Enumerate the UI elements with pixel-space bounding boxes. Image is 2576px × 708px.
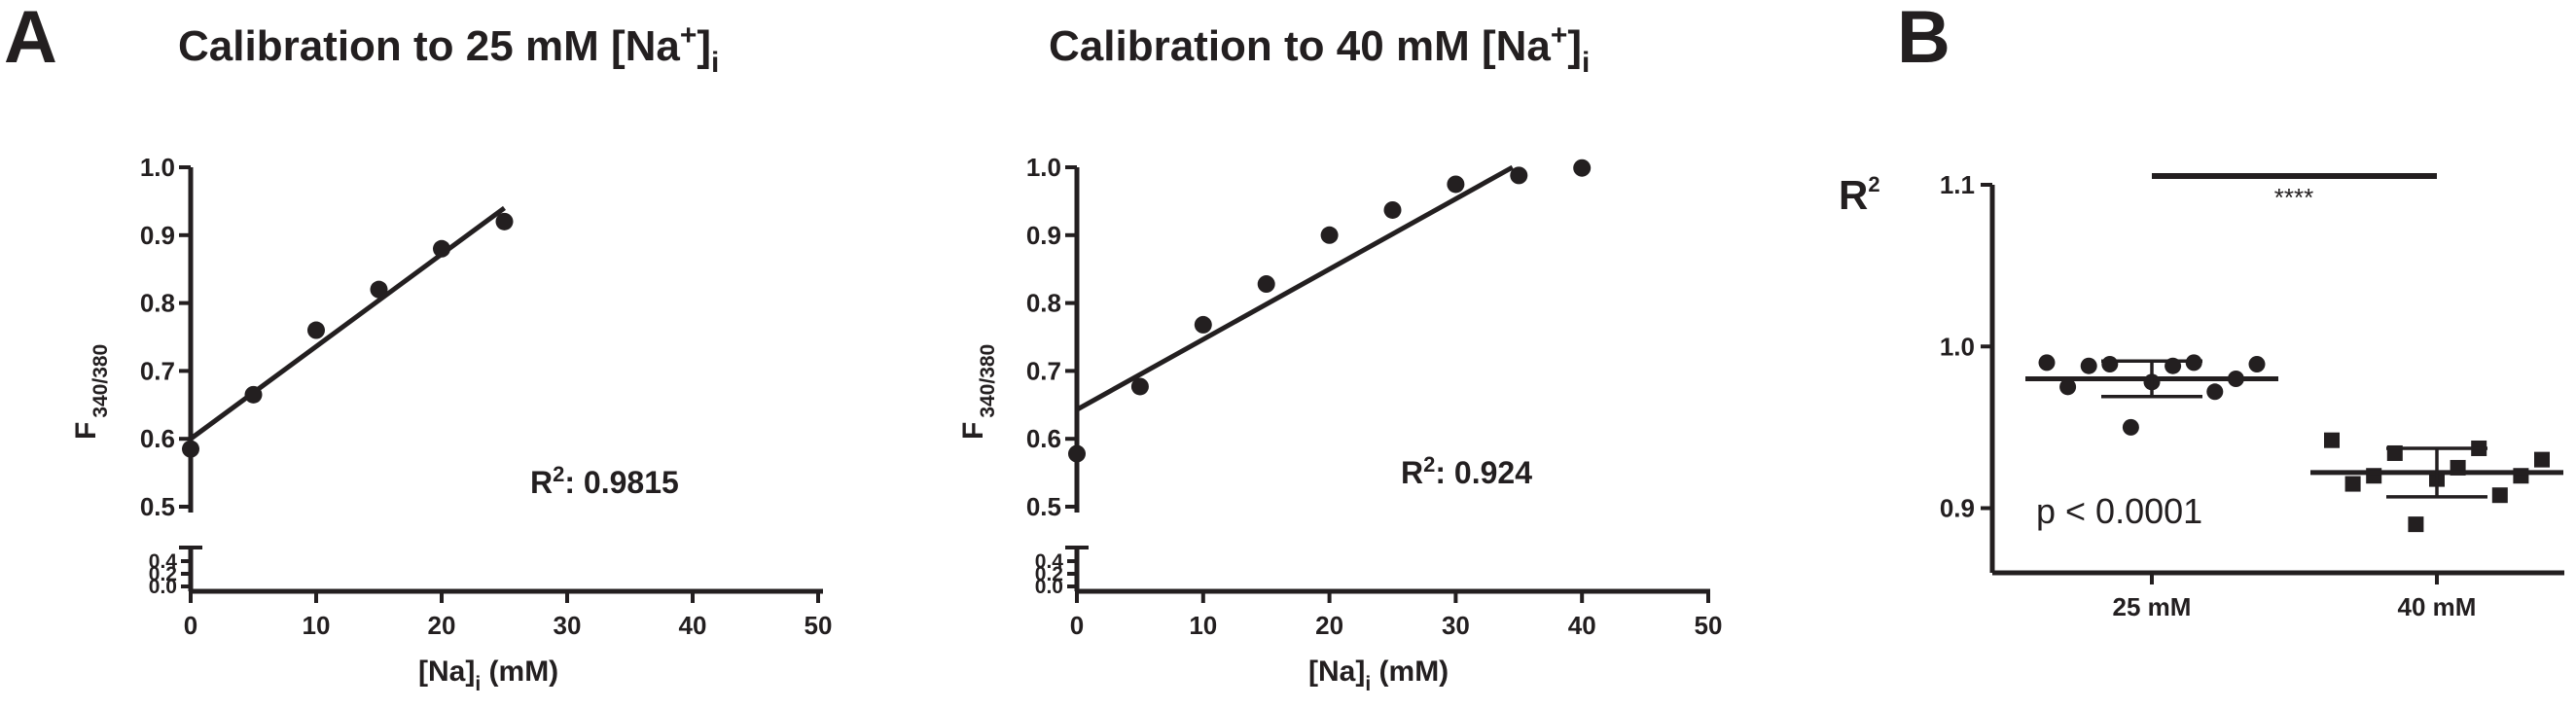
- chart3-series: [2025, 354, 2563, 533]
- data-point: [1130, 377, 1149, 396]
- chart3-x-ticks: 25 mM 40 mM: [2113, 573, 2477, 621]
- y-lower-tick-label: 0.4: [1035, 550, 1064, 573]
- data-point: [2101, 356, 2119, 373]
- data-point: [2038, 354, 2056, 372]
- chart-calibration-25mm: Calibration to 25 mM [Na+]i F340/380 [Na…: [70, 19, 832, 695]
- data-point: [433, 239, 450, 258]
- data-point: [2491, 487, 2508, 504]
- chart1-r2-annotation: R2: 0.9815: [530, 462, 679, 500]
- data-point: [370, 280, 388, 299]
- y-lower-tick-label: 0.0: [149, 576, 177, 598]
- chart1-y-ticks: 0.5 0.6 0.7 0.8 0.9 1.0: [140, 153, 191, 521]
- data-point: [1320, 226, 1339, 244]
- x-tick-label: 10: [1189, 611, 1217, 640]
- y-tick-label: 1.0: [140, 153, 175, 182]
- data-point: [307, 321, 325, 339]
- data-point: [244, 385, 263, 404]
- data-point: [1068, 444, 1086, 463]
- chart1-xlabel: [Na]i (mM): [418, 655, 558, 695]
- data-point: [1573, 159, 1592, 177]
- y-tick-label: 0.9: [1940, 494, 1975, 523]
- data-point: [2206, 383, 2224, 401]
- x-tick-label: 40: [1568, 611, 1596, 640]
- x-tick-label: 40 mM: [2398, 592, 2477, 621]
- chart2-ylabel: F340/380: [957, 344, 999, 440]
- data-point: [2080, 357, 2097, 374]
- chart2-y-lower-ticks: 0.00.20.4: [1035, 550, 1077, 598]
- y-tick-label: 0.5: [140, 492, 175, 521]
- y-tick-label: 1.0: [1940, 332, 1975, 361]
- chart2-y-ticks: 0.5 0.6 0.7 0.8 0.9 1.0: [1026, 153, 1077, 521]
- y-lower-tick-label: 0.2: [1035, 563, 1063, 585]
- series-40-mm: [2310, 432, 2563, 533]
- data-point: [2122, 418, 2139, 436]
- data-point: [2324, 432, 2340, 448]
- x-tick-label: 50: [805, 611, 833, 640]
- y-tick-label: 0.8: [1026, 289, 1061, 318]
- data-point: [2408, 516, 2424, 533]
- x-tick-label: 20: [428, 611, 456, 640]
- y-tick-label: 0.6: [1026, 424, 1061, 453]
- y-tick-label: 0.5: [1026, 492, 1061, 521]
- series-25-mm: [2025, 354, 2278, 436]
- data-point: [495, 212, 514, 230]
- chart2-x-ticks: 0 10 20 30 40 50: [1070, 591, 1723, 640]
- chart2-r2-annotation: R2: 0.924: [1401, 452, 1532, 490]
- y-lower-tick-label: 0.0: [1035, 576, 1063, 598]
- chart1-fit-line: [189, 205, 506, 442]
- data-point: [182, 440, 199, 458]
- y-lower-tick-label: 0.2: [149, 563, 177, 585]
- chart1-title: Calibration to 25 mM [Na+]i: [178, 19, 719, 79]
- data-point: [2059, 378, 2077, 396]
- data-point: [2534, 451, 2550, 468]
- x-tick-label: 30: [554, 611, 582, 640]
- chart3-pvalue: p < 0.0001: [2036, 491, 2202, 531]
- chart3-ylabel: R2: [1839, 172, 1880, 218]
- data-point: [2344, 476, 2361, 492]
- y-tick-label: 0.7: [140, 356, 175, 385]
- chart1-ylabel: F340/380: [70, 344, 112, 440]
- x-tick-label: 20: [1315, 611, 1343, 640]
- data-point: [1447, 175, 1465, 194]
- y-tick-label: 1.0: [1026, 153, 1061, 182]
- data-point: [1510, 166, 1528, 185]
- panel-letter-b: B: [1897, 0, 1950, 79]
- chart3-significance-stars: ****: [2274, 183, 2313, 212]
- y-tick-label: 0.6: [140, 424, 175, 453]
- data-point: [2248, 356, 2266, 373]
- y-lower-tick-label: 0.4: [149, 550, 178, 573]
- y-tick-label: 0.8: [140, 289, 175, 318]
- chart-calibration-40mm: Calibration to 40 mM [Na+]i F340/380 [Na…: [957, 19, 1722, 695]
- chart1-x-ticks: 0 10 20 30 40 50: [184, 591, 833, 640]
- panel-letter-a: A: [4, 0, 57, 79]
- y-tick-label: 0.7: [1026, 356, 1061, 385]
- regression-line: [1075, 164, 1515, 412]
- x-tick-label: 0: [1070, 611, 1084, 640]
- y-tick-label: 0.9: [140, 221, 175, 250]
- data-point: [1383, 200, 1402, 219]
- y-tick-label: 0.9: [1026, 221, 1061, 250]
- chart1-points: [182, 212, 514, 458]
- x-tick-label: 10: [303, 611, 331, 640]
- x-tick-label: 0: [184, 611, 197, 640]
- x-tick-label: 50: [1695, 611, 1723, 640]
- chart-r2-comparison: R2 0.9 1.0 1.1 25 mM 40 mM **** p < 0.0001: [1839, 170, 2564, 621]
- x-tick-label: 40: [679, 611, 707, 640]
- regression-line: [189, 205, 506, 442]
- chart2-points: [1068, 159, 1592, 463]
- x-tick-label: 25 mM: [2113, 592, 2192, 621]
- chart3-y-ticks: 0.9 1.0 1.1: [1940, 170, 1992, 523]
- data-point: [1257, 275, 1275, 294]
- chart2-axes: [1065, 167, 1710, 594]
- y-tick-label: 1.1: [1940, 170, 1975, 199]
- data-point: [1194, 315, 1212, 334]
- x-tick-label: 30: [1442, 611, 1470, 640]
- chart1-y-lower-ticks: 0.00.20.4: [149, 550, 191, 598]
- chart2-xlabel: [Na]i (mM): [1308, 655, 1449, 695]
- chart2-title: Calibration to 40 mM [Na+]i: [1049, 19, 1590, 79]
- chart2-fit-line: [1075, 164, 1515, 412]
